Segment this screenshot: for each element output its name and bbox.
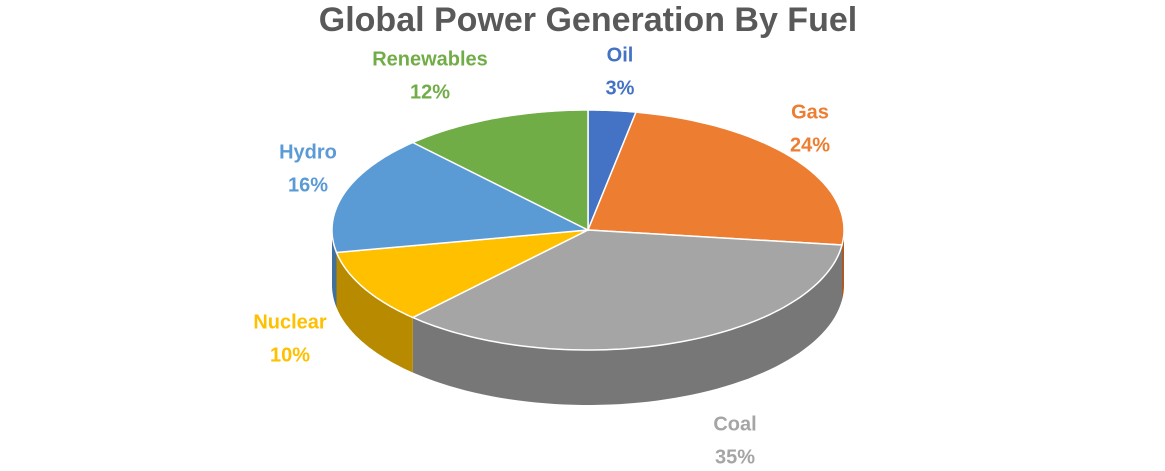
slice-label: Nuclear — [253, 311, 327, 333]
pie-slice — [410, 109, 589, 232]
slice-value-label: 3% — [606, 77, 635, 99]
slice-label: Gas — [791, 101, 829, 123]
pie-slice-side — [336, 252, 413, 373]
pie-slice-side — [412, 245, 842, 405]
chart-title: Global Power Generation By Fuel — [319, 1, 857, 39]
slice-label: Renewables — [372, 48, 488, 70]
slice-value-label: 10% — [270, 344, 310, 366]
slice-value-label: 12% — [410, 81, 450, 103]
slice-value-label: 35% — [715, 446, 755, 468]
pie-slice — [335, 229, 589, 319]
slice-value-label: 24% — [790, 134, 830, 156]
pie-slice — [586, 111, 845, 246]
slice-label: Oil — [607, 44, 634, 66]
slice-value-label: 16% — [288, 174, 328, 196]
pie-slice — [331, 141, 591, 254]
slice-label: Coal — [713, 413, 756, 435]
pie-slice — [411, 229, 843, 351]
pie-slice-side — [332, 230, 337, 308]
pie-slice-side — [842, 230, 844, 300]
slice-label: Hydro — [279, 141, 337, 163]
